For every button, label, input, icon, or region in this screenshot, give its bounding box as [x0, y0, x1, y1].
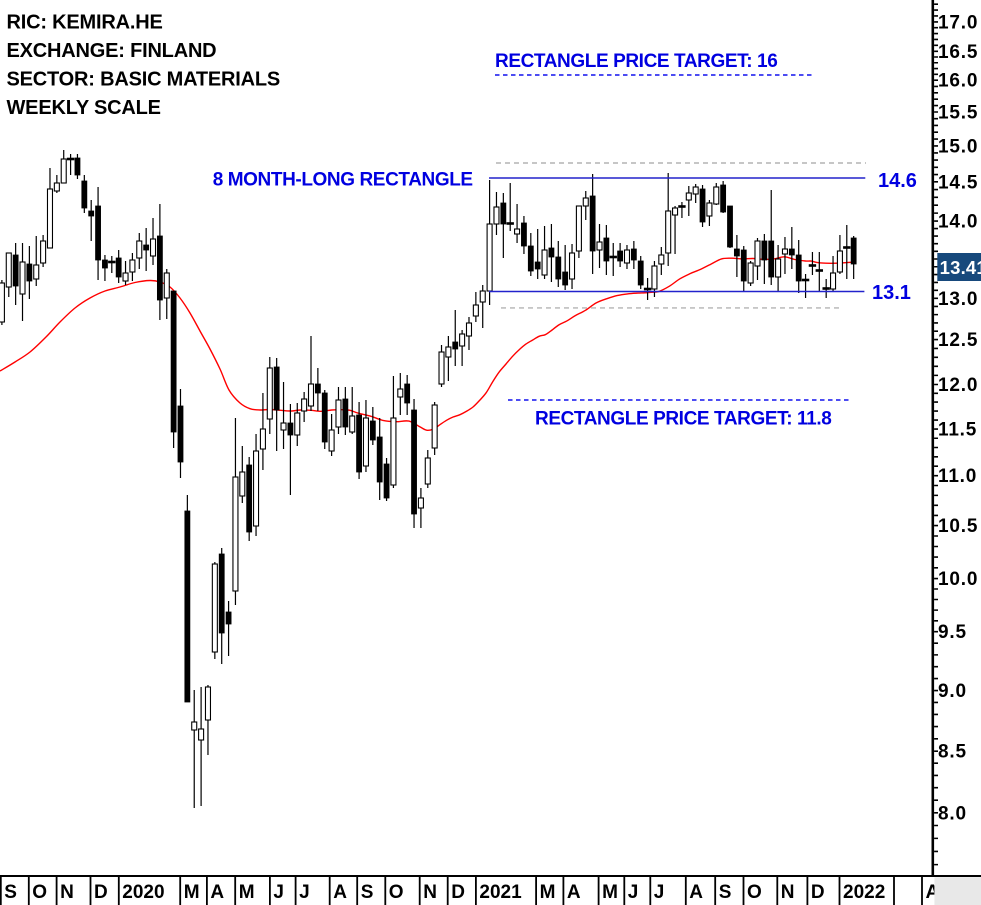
svg-text:O: O: [32, 882, 47, 903]
svg-text:2021: 2021: [479, 882, 522, 903]
svg-text:16.5: 16.5: [938, 42, 978, 63]
svg-text:13.1: 13.1: [872, 282, 911, 304]
svg-text:S: S: [4, 882, 17, 903]
svg-text:A: A: [689, 882, 703, 903]
svg-text:2020: 2020: [122, 882, 164, 903]
svg-text:D: D: [451, 882, 465, 903]
svg-text:M: M: [540, 882, 556, 903]
svg-text:O: O: [747, 882, 762, 903]
svg-text:RECTANGLE PRICE TARGET: 16: RECTANGLE PRICE TARGET: 16: [495, 51, 777, 72]
svg-text:15.5: 15.5: [938, 103, 978, 124]
svg-text:12.0: 12.0: [938, 375, 978, 396]
svg-text:A: A: [333, 882, 347, 903]
svg-text:RIC: KEMIRA.HE: RIC: KEMIRA.HE: [7, 11, 163, 33]
svg-text:13.41: 13.41: [940, 257, 981, 278]
svg-text:8.5: 8.5: [938, 742, 967, 763]
svg-text:S: S: [361, 882, 374, 903]
svg-text:WEEKLY SCALE: WEEKLY SCALE: [7, 97, 161, 119]
svg-text:J: J: [628, 882, 639, 903]
svg-text:14.0: 14.0: [938, 212, 978, 233]
svg-text:15.0: 15.0: [938, 136, 978, 157]
svg-text:16.0: 16.0: [938, 71, 978, 92]
svg-text:N: N: [423, 882, 437, 903]
svg-text:10.5: 10.5: [938, 516, 978, 537]
svg-text:12.5: 12.5: [938, 330, 978, 351]
svg-text:8.0: 8.0: [938, 803, 967, 824]
svg-text:17.0: 17.0: [938, 12, 978, 33]
svg-text:N: N: [60, 882, 74, 903]
svg-text:S: S: [719, 882, 732, 903]
svg-text:A: A: [210, 882, 224, 903]
svg-text:9.5: 9.5: [938, 622, 967, 643]
svg-text:J: J: [654, 882, 665, 903]
svg-text:RECTANGLE PRICE TARGET: 11.8: RECTANGLE PRICE TARGET: 11.8: [535, 409, 831, 430]
svg-text:D: D: [811, 882, 825, 903]
svg-text:J: J: [273, 882, 284, 903]
svg-text:9.0: 9.0: [938, 681, 967, 702]
svg-text:11.0: 11.0: [938, 466, 977, 487]
svg-text:10.0: 10.0: [938, 569, 978, 590]
svg-text:O: O: [389, 882, 404, 903]
svg-text:EXCHANGE: FINLAND: EXCHANGE: FINLAND: [7, 40, 217, 62]
svg-text:A: A: [567, 882, 581, 903]
svg-text:2022: 2022: [843, 882, 885, 903]
svg-text:14.5: 14.5: [938, 172, 978, 193]
svg-text:J: J: [299, 882, 310, 903]
svg-text:13.0: 13.0: [938, 289, 978, 310]
svg-text:N: N: [781, 882, 795, 903]
svg-text:11.5: 11.5: [938, 420, 977, 441]
svg-text:D: D: [94, 882, 108, 903]
svg-text:M: M: [184, 882, 200, 903]
svg-text:8 MONTH-LONG RECTANGLE: 8 MONTH-LONG RECTANGLE: [213, 170, 473, 191]
svg-text:14.6: 14.6: [878, 170, 917, 192]
svg-text:M: M: [602, 882, 618, 903]
svg-text:SECTOR: BASIC MATERIALS: SECTOR: BASIC MATERIALS: [7, 69, 281, 91]
svg-text:M: M: [239, 882, 255, 903]
